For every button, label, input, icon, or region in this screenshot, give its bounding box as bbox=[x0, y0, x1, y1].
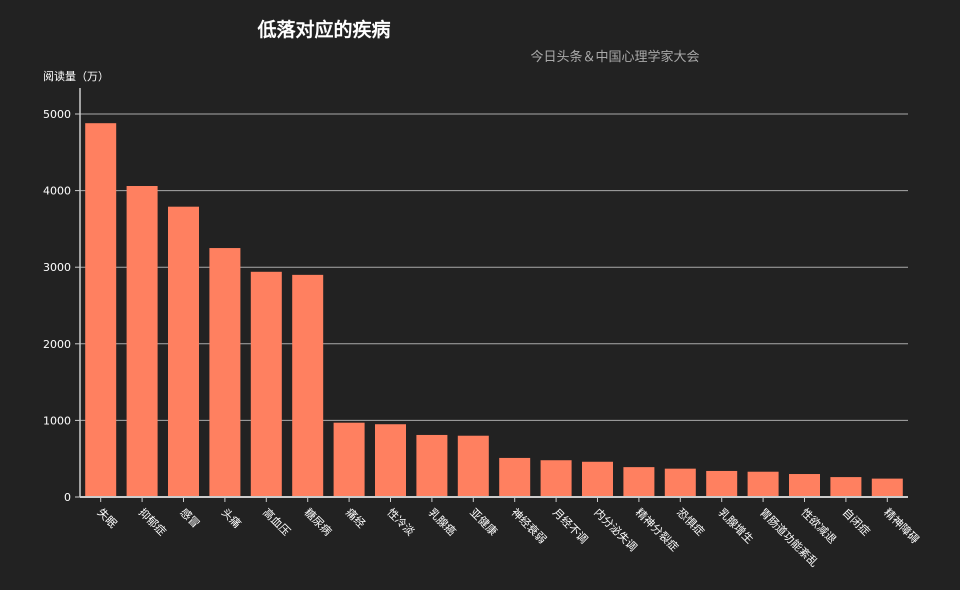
bar bbox=[250, 271, 282, 497]
chart-subtitle: 今日头条＆中国心理学家大会 bbox=[530, 49, 699, 65]
y-tick-label: 3000 bbox=[43, 261, 71, 274]
x-tick-label: 神经衰弱 bbox=[509, 505, 550, 546]
x-tick-label: 精神障碍 bbox=[881, 505, 922, 546]
x-tick-label: 乳腺癌 bbox=[426, 505, 459, 538]
x-tick-label: 失眠 bbox=[95, 506, 120, 531]
bar bbox=[499, 457, 531, 497]
x-tick-label: 乳腺增生 bbox=[716, 505, 757, 546]
chart-title: 低落对应的疾病 bbox=[256, 18, 390, 41]
bar bbox=[789, 474, 820, 497]
bar bbox=[209, 248, 241, 497]
x-tick-label: 内分泌失调 bbox=[591, 505, 640, 554]
y-tick-label: 4000 bbox=[43, 185, 71, 198]
bar bbox=[830, 477, 862, 497]
bar bbox=[871, 478, 903, 497]
y-tick-label: 5000 bbox=[43, 108, 71, 121]
bar bbox=[333, 422, 365, 497]
x-tick-label: 精神分裂症 bbox=[633, 505, 682, 554]
bar bbox=[664, 468, 696, 497]
bar bbox=[706, 470, 738, 497]
y-tick-label: 1000 bbox=[43, 414, 71, 427]
x-tick-label: 感冒 bbox=[177, 506, 202, 531]
x-tick-label: 痛经 bbox=[343, 505, 368, 530]
bar bbox=[416, 434, 448, 497]
y-axis-label: 阅读量（万） bbox=[43, 69, 109, 83]
y-tick-label: 2000 bbox=[43, 338, 71, 351]
x-tick-label: 恐惧症 bbox=[674, 505, 707, 538]
x-tick-label: 自闭症 bbox=[840, 505, 873, 538]
bar bbox=[582, 461, 613, 497]
bar bbox=[457, 435, 489, 497]
x-tick-label: 性冷淡 bbox=[384, 505, 417, 538]
bar bbox=[747, 471, 779, 497]
x-tick-label: 高血压 bbox=[260, 505, 293, 538]
x-tick-label: 糖尿病 bbox=[302, 505, 335, 538]
x-tick-label: 头痛 bbox=[219, 505, 244, 530]
bar bbox=[126, 186, 158, 497]
x-tick-label: 性欲减退 bbox=[798, 505, 839, 546]
bar bbox=[375, 424, 406, 497]
bar bbox=[540, 460, 572, 497]
bar bbox=[623, 467, 655, 497]
x-tick-label: 亚健康 bbox=[467, 505, 500, 538]
x-tick-label: 抑郁症 bbox=[136, 505, 169, 538]
bar bbox=[292, 274, 324, 497]
bar bbox=[85, 123, 117, 497]
bar bbox=[168, 206, 199, 497]
x-tick-label: 月经不调 bbox=[550, 506, 590, 546]
y-tick-label: 0 bbox=[64, 491, 71, 504]
